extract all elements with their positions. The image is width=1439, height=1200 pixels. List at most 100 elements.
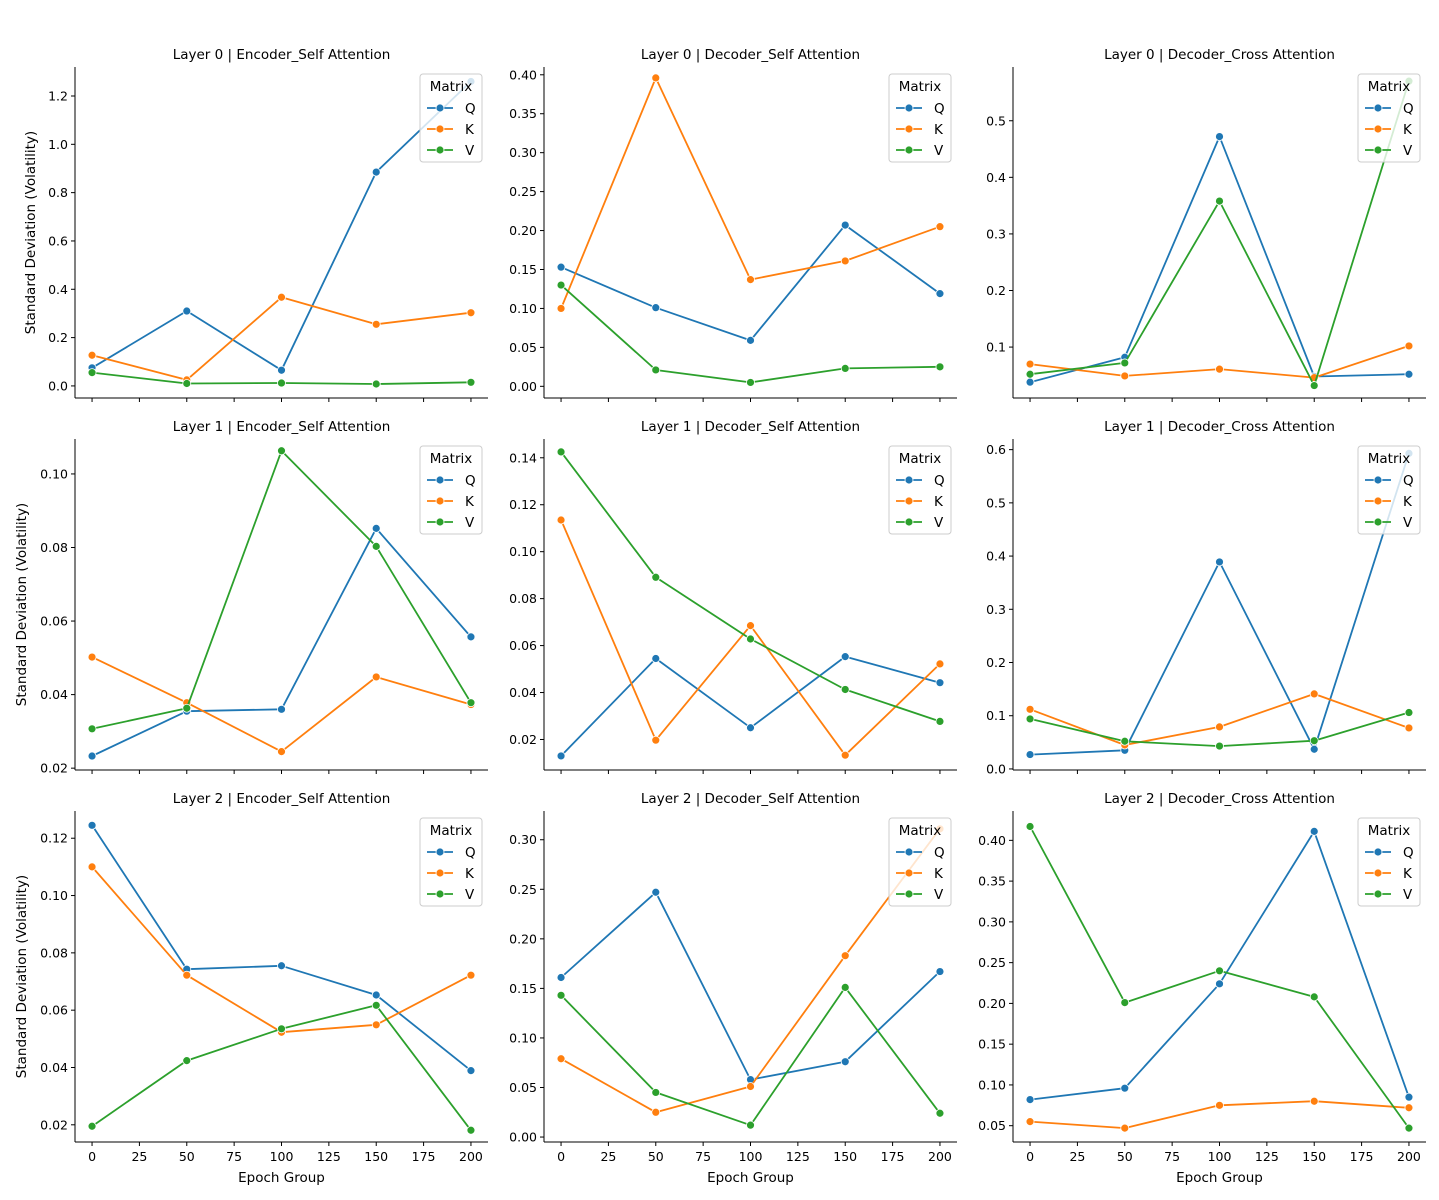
data-point-Q (277, 365, 286, 375)
data-point-K (556, 1054, 566, 1064)
data-point-V (1309, 992, 1319, 1002)
legend-label-K: K (1403, 866, 1413, 882)
subplot-title: Layer 0 | Decoder_Self Attention (641, 47, 860, 63)
y-tick-label: 0.4 (986, 549, 1006, 564)
y-tick-label: 0.08 (40, 540, 68, 555)
legend-label-Q: Q (465, 845, 476, 861)
series-line-Q (1029, 830, 1410, 1101)
legend-label-K: K (465, 866, 475, 882)
legend-label-K: K (1403, 122, 1413, 138)
legend-marker-K (1373, 496, 1383, 506)
legend-label-Q: Q (1403, 101, 1414, 117)
data-point-K (651, 73, 661, 83)
data-point-V (1404, 708, 1414, 717)
series-line-V (560, 986, 941, 1127)
y-tick-label: 0.4 (48, 282, 68, 297)
x-tick-label: 125 (786, 1149, 810, 1164)
data-point-Q (1309, 744, 1319, 754)
subplot-title: Layer 0 | Decoder_Cross Attention (1104, 47, 1335, 63)
data-point-K (87, 350, 97, 360)
x-tick-label: 25 (600, 1149, 616, 1164)
legend-label-K: K (465, 494, 475, 510)
series-line-K (560, 77, 941, 309)
subplot-1: Layer 0 | Decoder_Self Attention 0.00 0.05… (509, 47, 957, 402)
legend-title: Matrix (1368, 451, 1411, 467)
legend-marker-Q (1373, 103, 1383, 113)
data-point-K (1309, 689, 1319, 699)
subplot-title: Layer 0 | Encoder_Self Attention (173, 47, 391, 63)
data-point-K (746, 275, 755, 285)
legend-marker-Q (904, 847, 914, 857)
y-tick-label: 0.10 (40, 466, 68, 481)
series-line-K (91, 656, 472, 753)
series-line-Q (91, 527, 472, 757)
data-point-K (371, 672, 381, 682)
x-tick-label: 100 (1208, 1149, 1232, 1164)
x-tick-label: 50 (179, 1149, 195, 1164)
subplot-title: Layer 1 | Decoder_Cross Attention (1104, 419, 1335, 435)
series-line-Q (1030, 453, 1410, 756)
legend-label-V: V (934, 515, 944, 531)
y-tick-label: 0.35 (978, 874, 1006, 889)
data-point-K (746, 1082, 755, 1091)
legend-marker-Q (435, 475, 445, 485)
x-tick-label: 0 (1026, 1149, 1034, 1164)
y-tick-label: 0.30 (978, 914, 1006, 929)
legend-marker-Q (435, 847, 445, 857)
subplot-title: Layer 2 | Decoder_Cross Attention (1104, 791, 1335, 807)
legend: Matrix QKV (419, 73, 483, 163)
series-line-V (91, 1004, 472, 1131)
data-point-K (466, 308, 476, 318)
series-line-V (560, 451, 941, 723)
data-point-Q (1309, 826, 1319, 836)
data-point-Q (1120, 1083, 1130, 1093)
y-tick-label: 0.1 (986, 340, 1006, 355)
data-point-K (840, 750, 850, 760)
subplot-title: Layer 1 | Encoder_Self Attention (173, 419, 391, 435)
series-line-V (560, 284, 940, 384)
y-tick-label: 0.05 (978, 1118, 1006, 1133)
data-point-V (1215, 741, 1224, 751)
subplot-2: Layer 0 | Decoder_Cross Attention 0.1 0.2 0… (986, 47, 1426, 402)
x-tick-label: 0 (557, 1149, 565, 1164)
data-point-V (182, 703, 192, 713)
x-tick-label: 125 (317, 1149, 341, 1164)
y-tick-label: 0.15 (509, 262, 537, 277)
legend-label-V: V (1403, 887, 1413, 903)
y-tick-label: 0.04 (40, 687, 68, 702)
y-tick-label: 0.12 (509, 497, 537, 512)
data-point-V (935, 362, 945, 372)
data-point-Q (556, 973, 566, 982)
legend-marker-V (904, 517, 914, 527)
data-point-Q (1025, 750, 1035, 759)
data-point-K (1215, 722, 1224, 732)
x-tick-label: 75 (1164, 1149, 1180, 1164)
legend-label-V: V (1403, 143, 1413, 159)
y-tick-label: 0.4 (986, 170, 1006, 185)
data-point-K (1120, 371, 1130, 381)
legend-title: Matrix (899, 823, 942, 839)
data-point-V (1025, 822, 1035, 831)
data-point-K (1215, 364, 1224, 374)
series-line-Q (91, 80, 472, 372)
y-tick-label: 0.06 (509, 638, 537, 653)
legend-marker-V (1373, 145, 1383, 155)
x-tick-label: 0 (88, 1149, 96, 1164)
legend-label-V: V (934, 887, 944, 903)
data-point-V (935, 1108, 945, 1118)
data-point-Q (651, 303, 661, 313)
legend-marker-K (904, 124, 914, 134)
legend-marker-Q (435, 103, 445, 113)
data-point-V (1215, 966, 1224, 976)
y-tick-label: 0.2 (986, 283, 1006, 298)
data-point-K (1404, 1103, 1414, 1113)
x-tick-label: 200 (1397, 1149, 1421, 1164)
x-tick-label: 25 (131, 1149, 147, 1164)
legend-marker-K (435, 868, 445, 878)
y-tick-label: 0.02 (40, 1117, 68, 1132)
x-axis-label: Epoch Group (1176, 1170, 1263, 1186)
legend-box (888, 445, 952, 535)
data-point-K (840, 951, 850, 961)
data-point-K (1309, 1096, 1319, 1106)
y-tick-label: 0.06 (40, 614, 68, 629)
